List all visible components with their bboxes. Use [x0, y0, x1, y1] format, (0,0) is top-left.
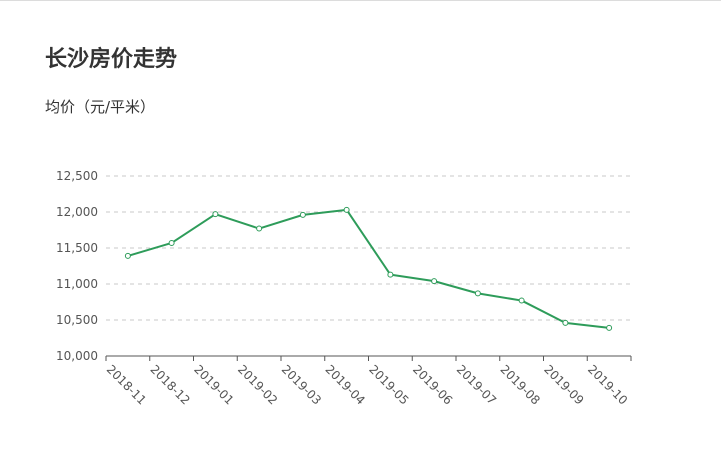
series-line: [127, 208, 610, 329]
x-tick-label: 2018-12: [148, 362, 193, 407]
x-tick-label: 2019-02: [235, 362, 280, 407]
y-tick-label: 10,500: [56, 313, 98, 327]
x-tick-label: 2019-07: [454, 362, 499, 407]
series-line-path: [127, 208, 610, 329]
data-point[interactable]: [431, 278, 438, 285]
y-tick-label: 11,500: [56, 241, 98, 255]
y-axis-unit-label: 均价（元/平米）: [45, 98, 156, 116]
data-point[interactable]: [562, 319, 569, 326]
data-point[interactable]: [518, 297, 525, 304]
x-tick-labels: 2018-112018-122019-012019-022019-032019-…: [104, 362, 631, 407]
data-point[interactable]: [474, 290, 481, 297]
x-tick-label: 2019-03: [279, 362, 324, 407]
page-title: 长沙房价走势: [45, 47, 178, 72]
x-tick-label: 2019-06: [410, 362, 455, 407]
x-tick-label: 2019-05: [366, 362, 411, 407]
data-point[interactable]: [124, 252, 131, 259]
data-points: [124, 206, 613, 331]
y-tick-label: 11,000: [56, 277, 98, 291]
grid-lines: [106, 175, 631, 321]
data-point[interactable]: [387, 271, 394, 278]
y-tick-label: 12,500: [56, 169, 98, 183]
y-tick-label: 12,000: [56, 205, 98, 219]
data-point[interactable]: [606, 324, 613, 331]
data-point[interactable]: [299, 211, 306, 218]
data-point[interactable]: [343, 206, 350, 213]
x-tick-label: 2019-01: [191, 362, 236, 407]
x-tick-label: 2019-08: [498, 362, 543, 407]
y-tick-label: 10,000: [56, 349, 98, 363]
axes: [105, 355, 632, 361]
data-point[interactable]: [168, 239, 175, 246]
x-tick-label: 2018-11: [104, 362, 149, 407]
data-point[interactable]: [212, 211, 219, 218]
top-divider: [0, 0, 721, 1]
x-tick-label: 2019-04: [323, 362, 368, 407]
y-tick-labels: 10,000 10,500 11,000 11,500 12,000 12,500: [56, 169, 98, 363]
data-point[interactable]: [256, 225, 263, 232]
x-tick-label: 2019-09: [541, 362, 586, 407]
x-tick-label: 2019-10: [585, 362, 630, 407]
